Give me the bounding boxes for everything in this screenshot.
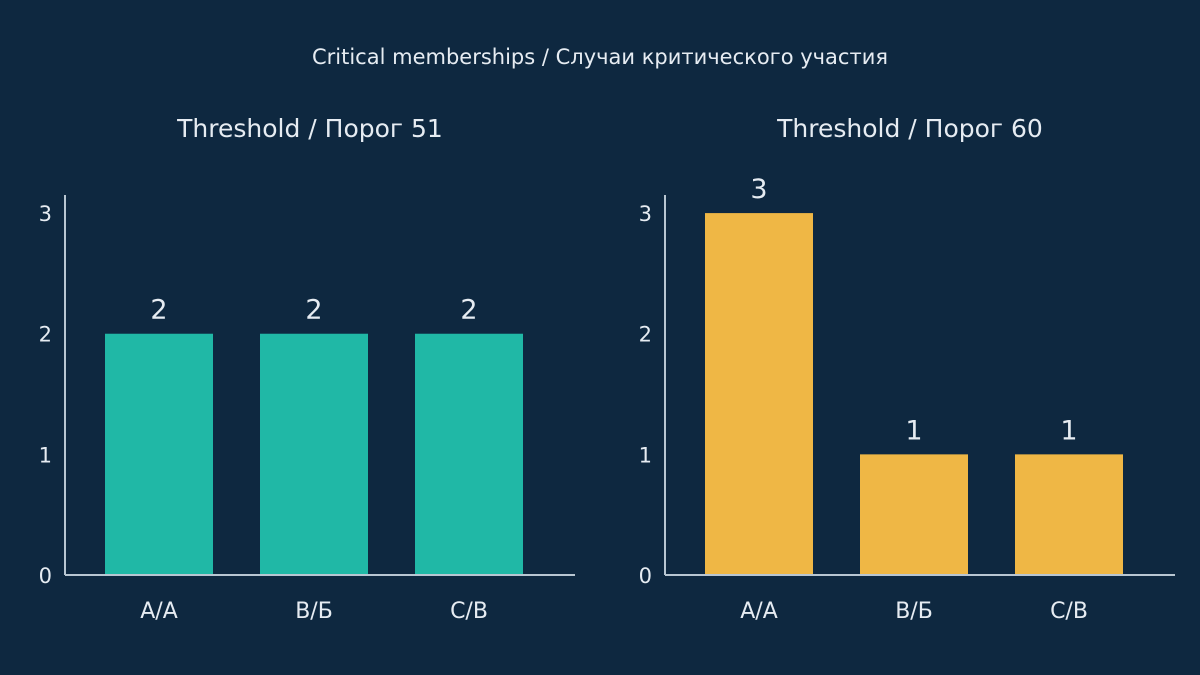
bar [105, 333, 213, 575]
bar [260, 333, 368, 575]
x-tick-label: C/B [450, 599, 488, 624]
data-label: 1 [905, 415, 922, 446]
data-label: 3 [750, 174, 767, 205]
data-label: 2 [305, 295, 322, 326]
x-tick-label: B/Б [895, 599, 933, 624]
figure-title: Critical memberships / Случаи критическо… [312, 45, 888, 69]
panel-threshold-51: Threshold / Порог 51 0 1 2 3 2 A/A 2 B/Б 2 C/B [39, 114, 575, 624]
x-tick-label: A/A [140, 599, 178, 624]
y-tick-label: 0 [39, 564, 52, 588]
bar [860, 454, 968, 575]
panel-threshold-60: Threshold / Порог 60 0 1 2 3 3 A/A 1 B/Б 1 C/B [639, 114, 1175, 624]
y-tick-label: 1 [639, 443, 652, 467]
y-tick-label: 2 [639, 323, 652, 347]
panel-title: Threshold / Порог 60 [776, 114, 1043, 143]
panel-title: Threshold / Порог 51 [176, 114, 443, 143]
x-tick-label: A/A [740, 599, 778, 624]
data-label: 2 [150, 295, 167, 326]
y-tick-label: 3 [39, 202, 52, 226]
bar [415, 333, 523, 575]
bar [705, 213, 813, 575]
y-tick-label: 0 [639, 564, 652, 588]
y-tick-label: 2 [39, 323, 52, 347]
data-label: 1 [1060, 415, 1077, 446]
y-tick-label: 1 [39, 443, 52, 467]
data-label: 2 [460, 295, 477, 326]
x-tick-label: C/B [1050, 599, 1088, 624]
y-tick-label: 3 [639, 202, 652, 226]
x-tick-label: B/Б [295, 599, 333, 624]
bar [1015, 454, 1123, 575]
